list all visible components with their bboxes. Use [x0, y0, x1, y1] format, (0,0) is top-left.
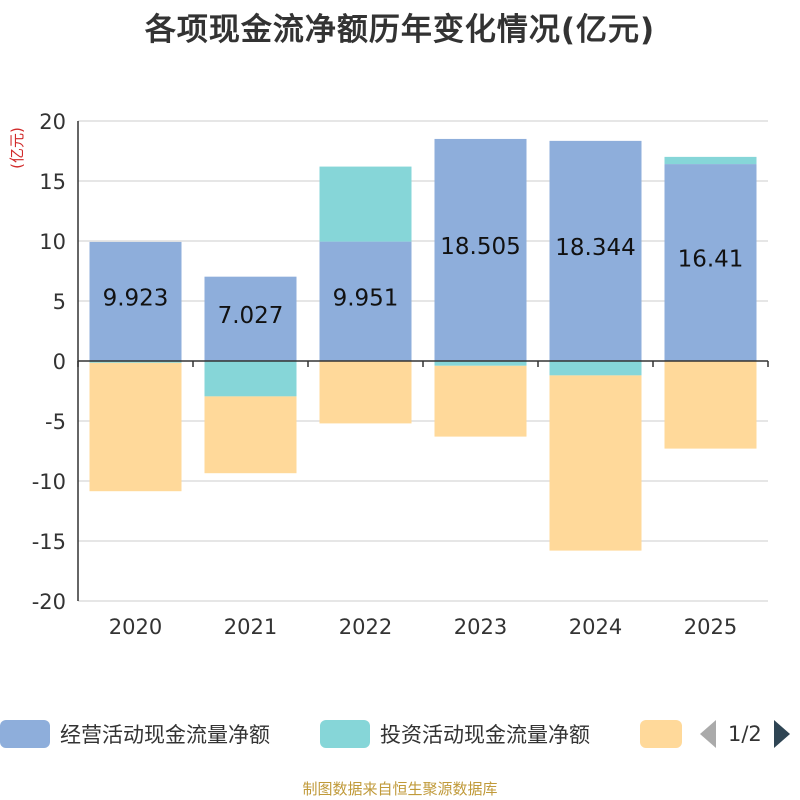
bar-series0-2025[interactable]: [664, 164, 757, 361]
x-tick-label: 2023: [454, 615, 507, 639]
y-tick-label: -10: [32, 470, 66, 494]
legend-swatch-investing: [320, 720, 370, 748]
y-tick-label: -20: [32, 590, 66, 614]
y-tick-label: -15: [32, 530, 66, 554]
data-labels: 9.923 7.027 9.951 18.505 18.344 16.41: [103, 234, 744, 329]
y-axis-label: (亿元): [8, 127, 26, 169]
y-tick-label: 20: [39, 110, 66, 134]
legend-label-operating: 经营活动现金流量净额: [60, 723, 270, 747]
y-tick-label: 10: [39, 230, 66, 254]
bar-series1-2024[interactable]: [549, 361, 642, 376]
data-label-2021: 7.027: [218, 303, 284, 329]
legend-item-operating[interactable]: 经营活动现金流量净额: [0, 714, 270, 754]
bar-series0-2021[interactable]: [204, 276, 297, 361]
bar-series1-2020[interactable]: [89, 361, 182, 363]
legend-swatch-financing: [640, 720, 682, 748]
data-label-2024: 18.344: [555, 235, 635, 261]
legend-swatch-operating: [0, 720, 50, 748]
legend-item-financing[interactable]: [640, 714, 682, 754]
bar-series2-2025[interactable]: [664, 361, 757, 449]
bar-series0-2024[interactable]: [549, 140, 642, 361]
x-tick-label: 2020: [109, 615, 162, 639]
bar-series2-2024[interactable]: [549, 375, 642, 551]
bar-series1-2023[interactable]: [434, 361, 527, 366]
y-tick-label: 5: [53, 290, 66, 314]
legend-pager: 1/2: [700, 714, 790, 754]
legend: 经营活动现金流量净额 投资活动现金流量净额 1/2: [0, 714, 800, 754]
x-tick-label: 2024: [569, 615, 622, 639]
bar-series2-2020[interactable]: [89, 362, 182, 492]
legend-page-indicator: 1/2: [728, 722, 762, 746]
x-tick-label: 2021: [224, 615, 277, 639]
legend-label-investing: 投资活动现金流量净额: [380, 723, 590, 747]
bar-series0-2022[interactable]: [319, 241, 412, 361]
y-tick-label: -5: [45, 410, 66, 434]
legend-prev-icon[interactable]: [700, 720, 716, 748]
bar-series1-2021[interactable]: [204, 361, 297, 397]
data-label-2025: 16.41: [678, 247, 744, 273]
y-tick-label: 15: [39, 170, 66, 194]
chart-title: 各项现金流净额历年变化情况(亿元): [144, 12, 656, 48]
bar-series0-2023[interactable]: [434, 138, 527, 361]
bars: [89, 138, 757, 551]
legend-item-investing[interactable]: 投资活动现金流量净额: [320, 714, 590, 754]
data-source-note: 制图数据来自恒生聚源数据库: [302, 780, 498, 798]
x-tick-label: 2025: [684, 615, 737, 639]
bar-series2-2022[interactable]: [319, 361, 412, 424]
y-tick-label: 0: [53, 350, 66, 374]
x-tick-label: 2022: [339, 615, 392, 639]
data-label-2023: 18.505: [440, 234, 520, 260]
bar-series1-2022[interactable]: [319, 166, 412, 242]
legend-next-icon[interactable]: [773, 720, 790, 748]
data-label-2020: 9.923: [103, 285, 169, 311]
grid-lines: [78, 120, 768, 602]
bar-chart: 20 15 10 5 0 -5 -10 -15 -20 2020 2021 2022 2023 2024 2…: [8, 110, 769, 639]
bar-series2-2021[interactable]: [204, 396, 297, 474]
data-label-2022: 9.951: [333, 285, 399, 311]
bar-series2-2023[interactable]: [434, 365, 527, 437]
bar-series1-2025[interactable]: [664, 156, 757, 165]
bar-series0-2020[interactable]: [89, 241, 182, 361]
axes: 20 15 10 5 0 -5 -10 -15 -20 2020 2021 2022 2023 2024 2…: [32, 110, 769, 639]
